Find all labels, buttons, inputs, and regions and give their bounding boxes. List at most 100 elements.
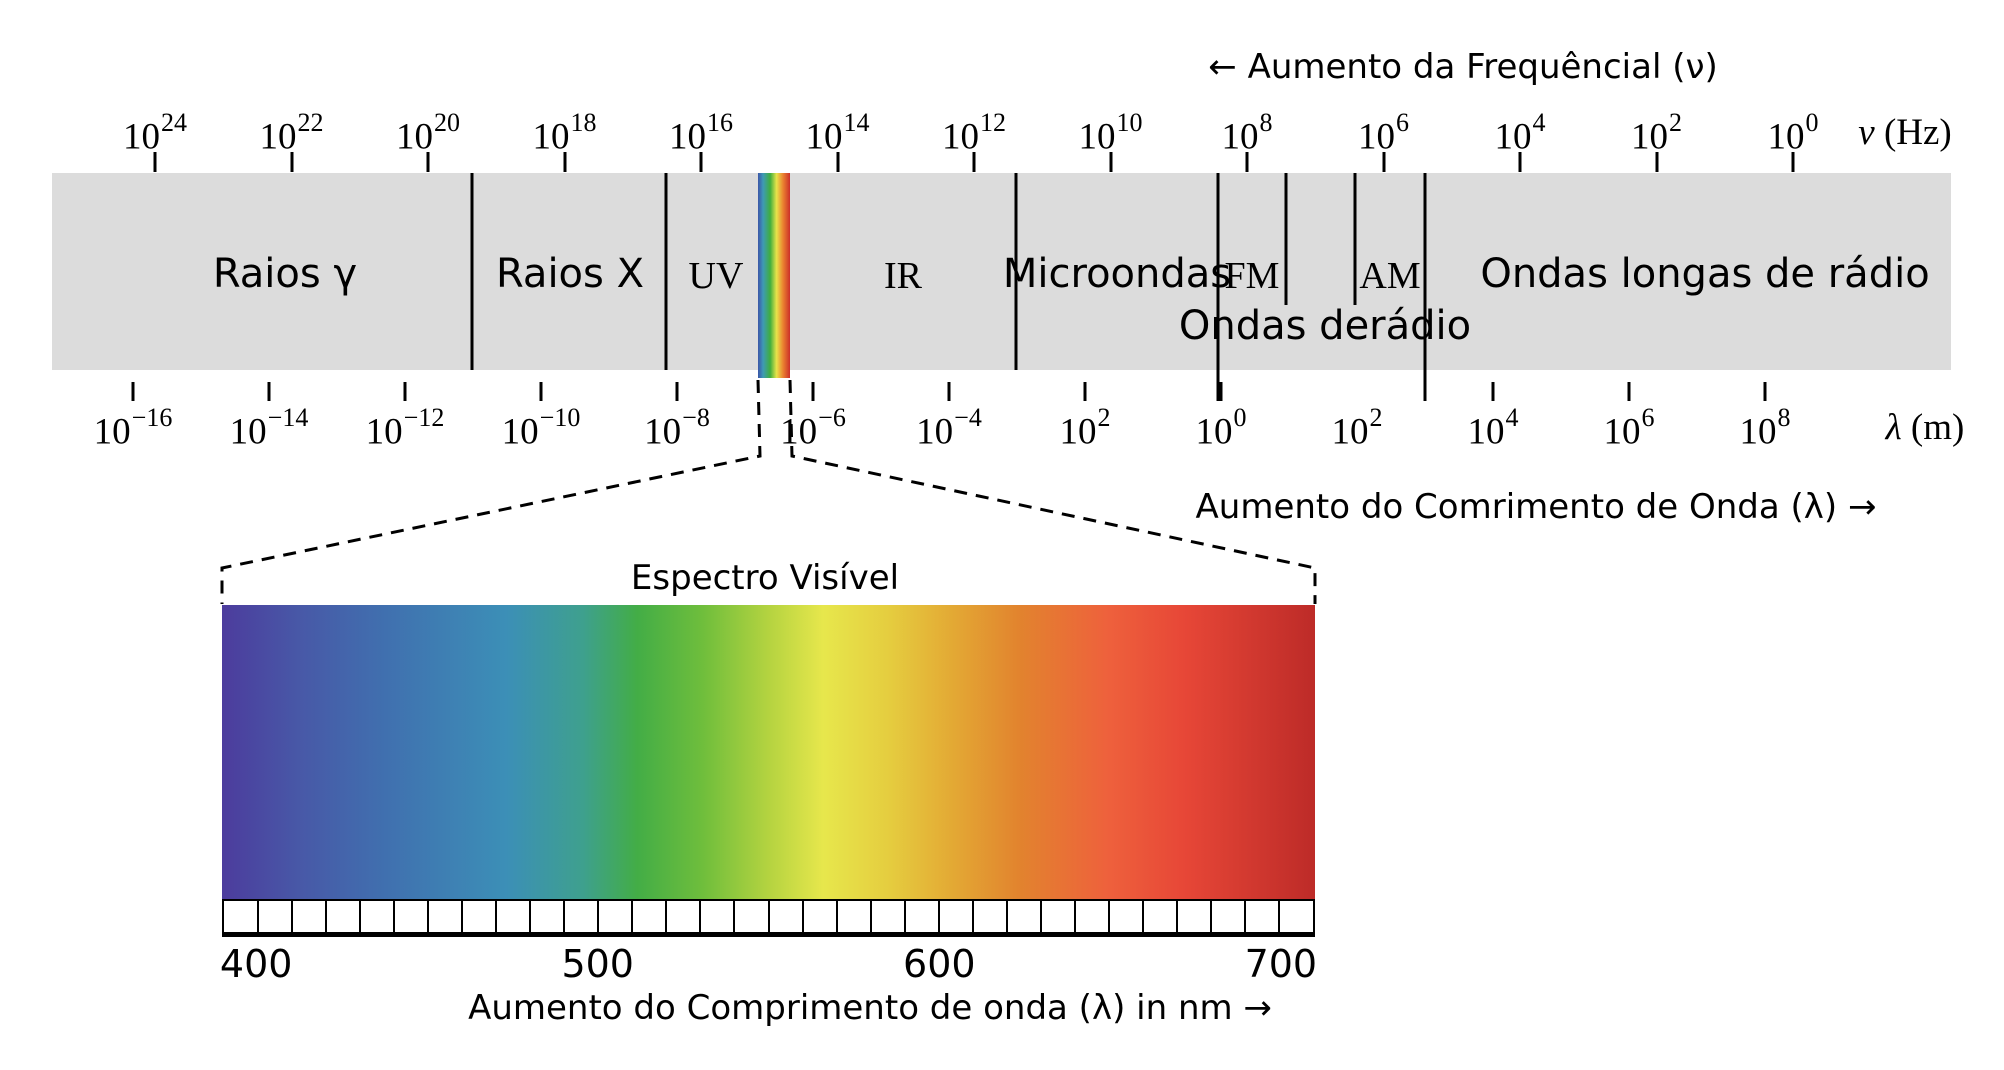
- wavelength-increase-caption: Aumento do Comrimento de Onda (λ) →: [1195, 487, 1877, 527]
- freq-tick: [153, 152, 157, 172]
- wave-tick: [811, 382, 815, 401]
- ruler-tick: [1209, 901, 1212, 932]
- freq-label: 104: [1494, 108, 1546, 158]
- ruler-tick: [393, 901, 396, 932]
- band-label-am: AM: [1359, 255, 1421, 297]
- funnel-left-line: [220, 379, 762, 604]
- nm-ruler: [222, 899, 1315, 937]
- wave-label: 102: [1331, 403, 1383, 453]
- wave-label: 10−10: [501, 403, 581, 453]
- ruler-tick: [291, 901, 294, 932]
- ruler-tick: [1107, 901, 1110, 932]
- freq-tick: [563, 152, 566, 172]
- wave-tick: [1763, 382, 1767, 401]
- ruler-tick: [1005, 901, 1008, 932]
- ruler-tick: [733, 901, 736, 932]
- freq-tick: [1245, 152, 1249, 172]
- band-label-microondas: Microondas: [1002, 251, 1232, 297]
- freq-tick: [1518, 152, 1522, 172]
- freq-label: 108: [1221, 108, 1273, 158]
- freq-label: 1018: [532, 108, 597, 158]
- wave-label: 102: [1059, 403, 1111, 453]
- wave-tick: [539, 382, 543, 401]
- ruler-tick: [1243, 901, 1246, 932]
- wave-tick: [675, 382, 679, 401]
- freq-tick: [836, 152, 839, 172]
- wave-label: 10−4: [916, 403, 982, 453]
- freq-tick: [699, 152, 703, 172]
- wave-label: 104: [1467, 403, 1519, 453]
- ruler-tick: [869, 901, 872, 932]
- band-divider: [1014, 173, 1018, 370]
- band-divider: [1216, 173, 1220, 401]
- band-label-ir: IR: [884, 255, 922, 297]
- band-divider: [664, 173, 668, 370]
- band-divider: [1423, 173, 1427, 401]
- freq-label: 1010: [1078, 108, 1143, 158]
- band-label-raios-x: Raios X: [496, 251, 644, 297]
- freq-tick: [1655, 152, 1658, 172]
- wave-tick: [1219, 382, 1223, 401]
- ruler-tick: [1175, 901, 1178, 932]
- wave-label: 10−14: [229, 403, 309, 453]
- visible-light-strip: [758, 173, 790, 378]
- ruler-tick: [937, 901, 940, 932]
- ruler-tick: [767, 901, 770, 932]
- freq-label: 1024: [123, 108, 187, 158]
- freq-tick: [290, 152, 293, 172]
- freq-tick: [426, 152, 430, 172]
- ruler-tick: [495, 901, 498, 932]
- band-divider: [1284, 173, 1288, 305]
- nm-label-600: 600: [903, 942, 976, 986]
- freq-tick: [972, 152, 976, 172]
- wave-unit-label: λ (m): [1885, 407, 1965, 448]
- wave-tick: [947, 382, 951, 401]
- wave-label: 10−16: [93, 403, 173, 453]
- ruler-tick: [971, 901, 974, 932]
- ruler-tick: [1039, 901, 1042, 932]
- ruler-tick: [631, 901, 634, 932]
- band-label-ondas-longas-de-r-dio: Ondas longas de rádio: [1480, 251, 1930, 297]
- ruler-tick: [1141, 901, 1144, 932]
- ruler-tick: [699, 901, 702, 932]
- band-label-raios-: Raios γ: [212, 251, 358, 297]
- freq-tick: [1791, 152, 1795, 172]
- freq-unit-label: ν (Hz): [1858, 112, 1952, 153]
- ruler-tick: [903, 901, 906, 932]
- band-divider: [1353, 173, 1357, 305]
- ruler-tick: [597, 901, 600, 932]
- visible-spectrum-gradient: [222, 605, 1315, 899]
- funnel-right-line: [788, 379, 1317, 604]
- ruler-tick: [359, 901, 362, 932]
- freq-label: 100: [1767, 108, 1819, 158]
- freq-label: 1020: [396, 108, 460, 158]
- freq-label: 1012: [942, 108, 1006, 158]
- wave-label: 106: [1603, 403, 1655, 453]
- freq-label: 1014: [805, 108, 870, 158]
- band-label-fm: FM: [1224, 255, 1280, 297]
- freq-label: 106: [1358, 108, 1409, 158]
- ruler-tick: [1073, 901, 1076, 932]
- ruler-tick: [665, 901, 668, 932]
- ruler-tick: [427, 901, 430, 932]
- wave-label: 10−6: [780, 403, 846, 453]
- wave-tick: [403, 382, 407, 401]
- freq-label: 102: [1631, 108, 1682, 158]
- freq-label: 1022: [259, 108, 324, 158]
- wave-label: 10−12: [365, 403, 445, 453]
- ruler-tick: [461, 901, 464, 932]
- ruler-tick: [325, 901, 328, 932]
- wave-tick: [267, 382, 271, 401]
- band-label-uv: UV: [688, 255, 744, 297]
- nm-wavelength-caption: Aumento do Comprimento de onda (λ) in nm…: [468, 988, 1272, 1028]
- wave-tick: [131, 382, 135, 401]
- ruler-tick: [529, 901, 532, 932]
- freq-tick: [1382, 152, 1385, 172]
- frequency-increase-caption: ← Aumento da Frequêncial (ν): [1208, 47, 1718, 87]
- nm-label-700: 700: [1244, 942, 1318, 986]
- ruler-tick: [835, 901, 838, 932]
- ruler-tick: [563, 901, 566, 932]
- wave-label: 100: [1195, 403, 1247, 453]
